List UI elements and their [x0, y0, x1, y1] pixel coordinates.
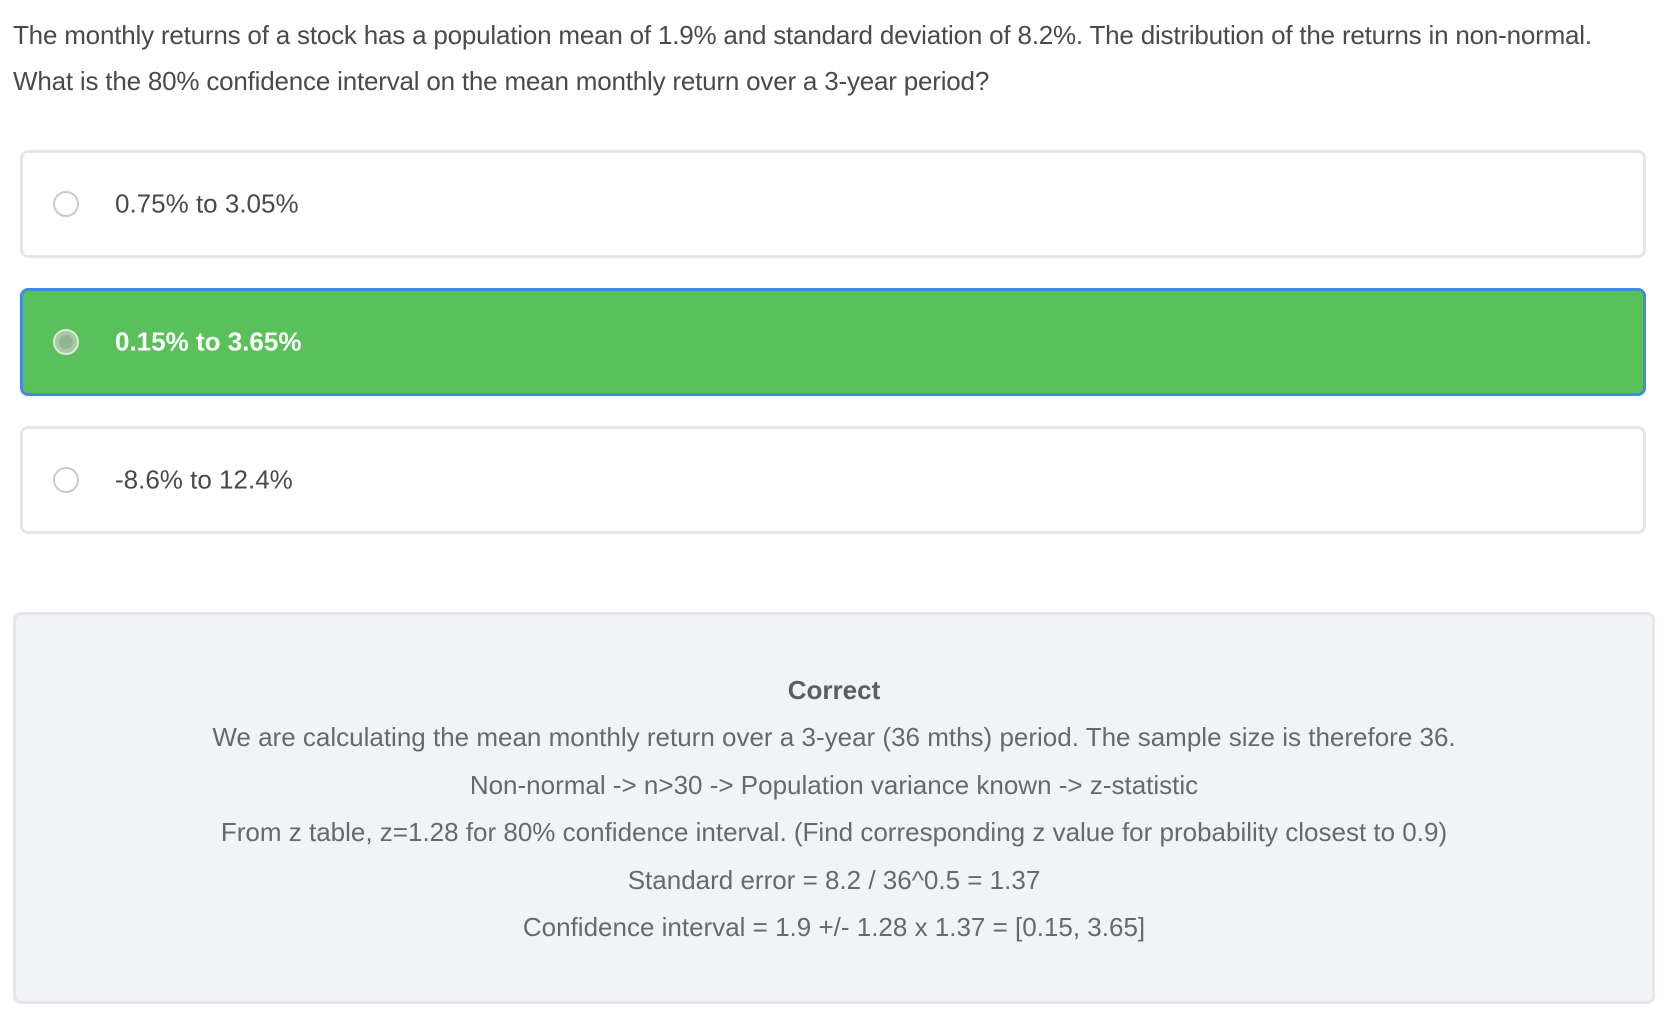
answer-option-label: 0.15% to 3.65%: [115, 326, 302, 357]
feedback-line: Non-normal -> n>30 -> Population varianc…: [469, 769, 1199, 800]
answer-option-label: -8.6% to 12.4%: [115, 464, 293, 495]
answer-options: 0.75% to 3.05% 0.15% to 3.65% -8.6% to 1…: [20, 150, 1646, 564]
radio-button[interactable]: [53, 329, 79, 355]
feedback-panel: Correct We are calculating the mean mont…: [13, 612, 1655, 1004]
feedback-line: From z table, z=1.28 for 80% confidence …: [220, 817, 1448, 847]
answer-option-label: 0.75% to 3.05%: [115, 188, 299, 219]
feedback-line: We are calculating the mean monthly retu…: [212, 722, 1456, 752]
answer-option-3[interactable]: -8.6% to 12.4%: [20, 426, 1646, 534]
feedback-line: Confidence interval = 1.9 +/- 1.28 x 1.3…: [522, 912, 1146, 942]
answer-option-1[interactable]: 0.75% to 3.05%: [20, 150, 1646, 258]
feedback-line: Standard error = 8.2 / 36^0.5 = 1.37: [627, 864, 1041, 895]
radio-button[interactable]: [53, 191, 79, 217]
question-text: The monthly returns of a stock has a pop…: [13, 20, 1592, 96]
radio-button[interactable]: [53, 467, 79, 493]
feedback-title: Correct: [787, 675, 881, 705]
answer-option-2[interactable]: 0.15% to 3.65%: [20, 288, 1646, 396]
